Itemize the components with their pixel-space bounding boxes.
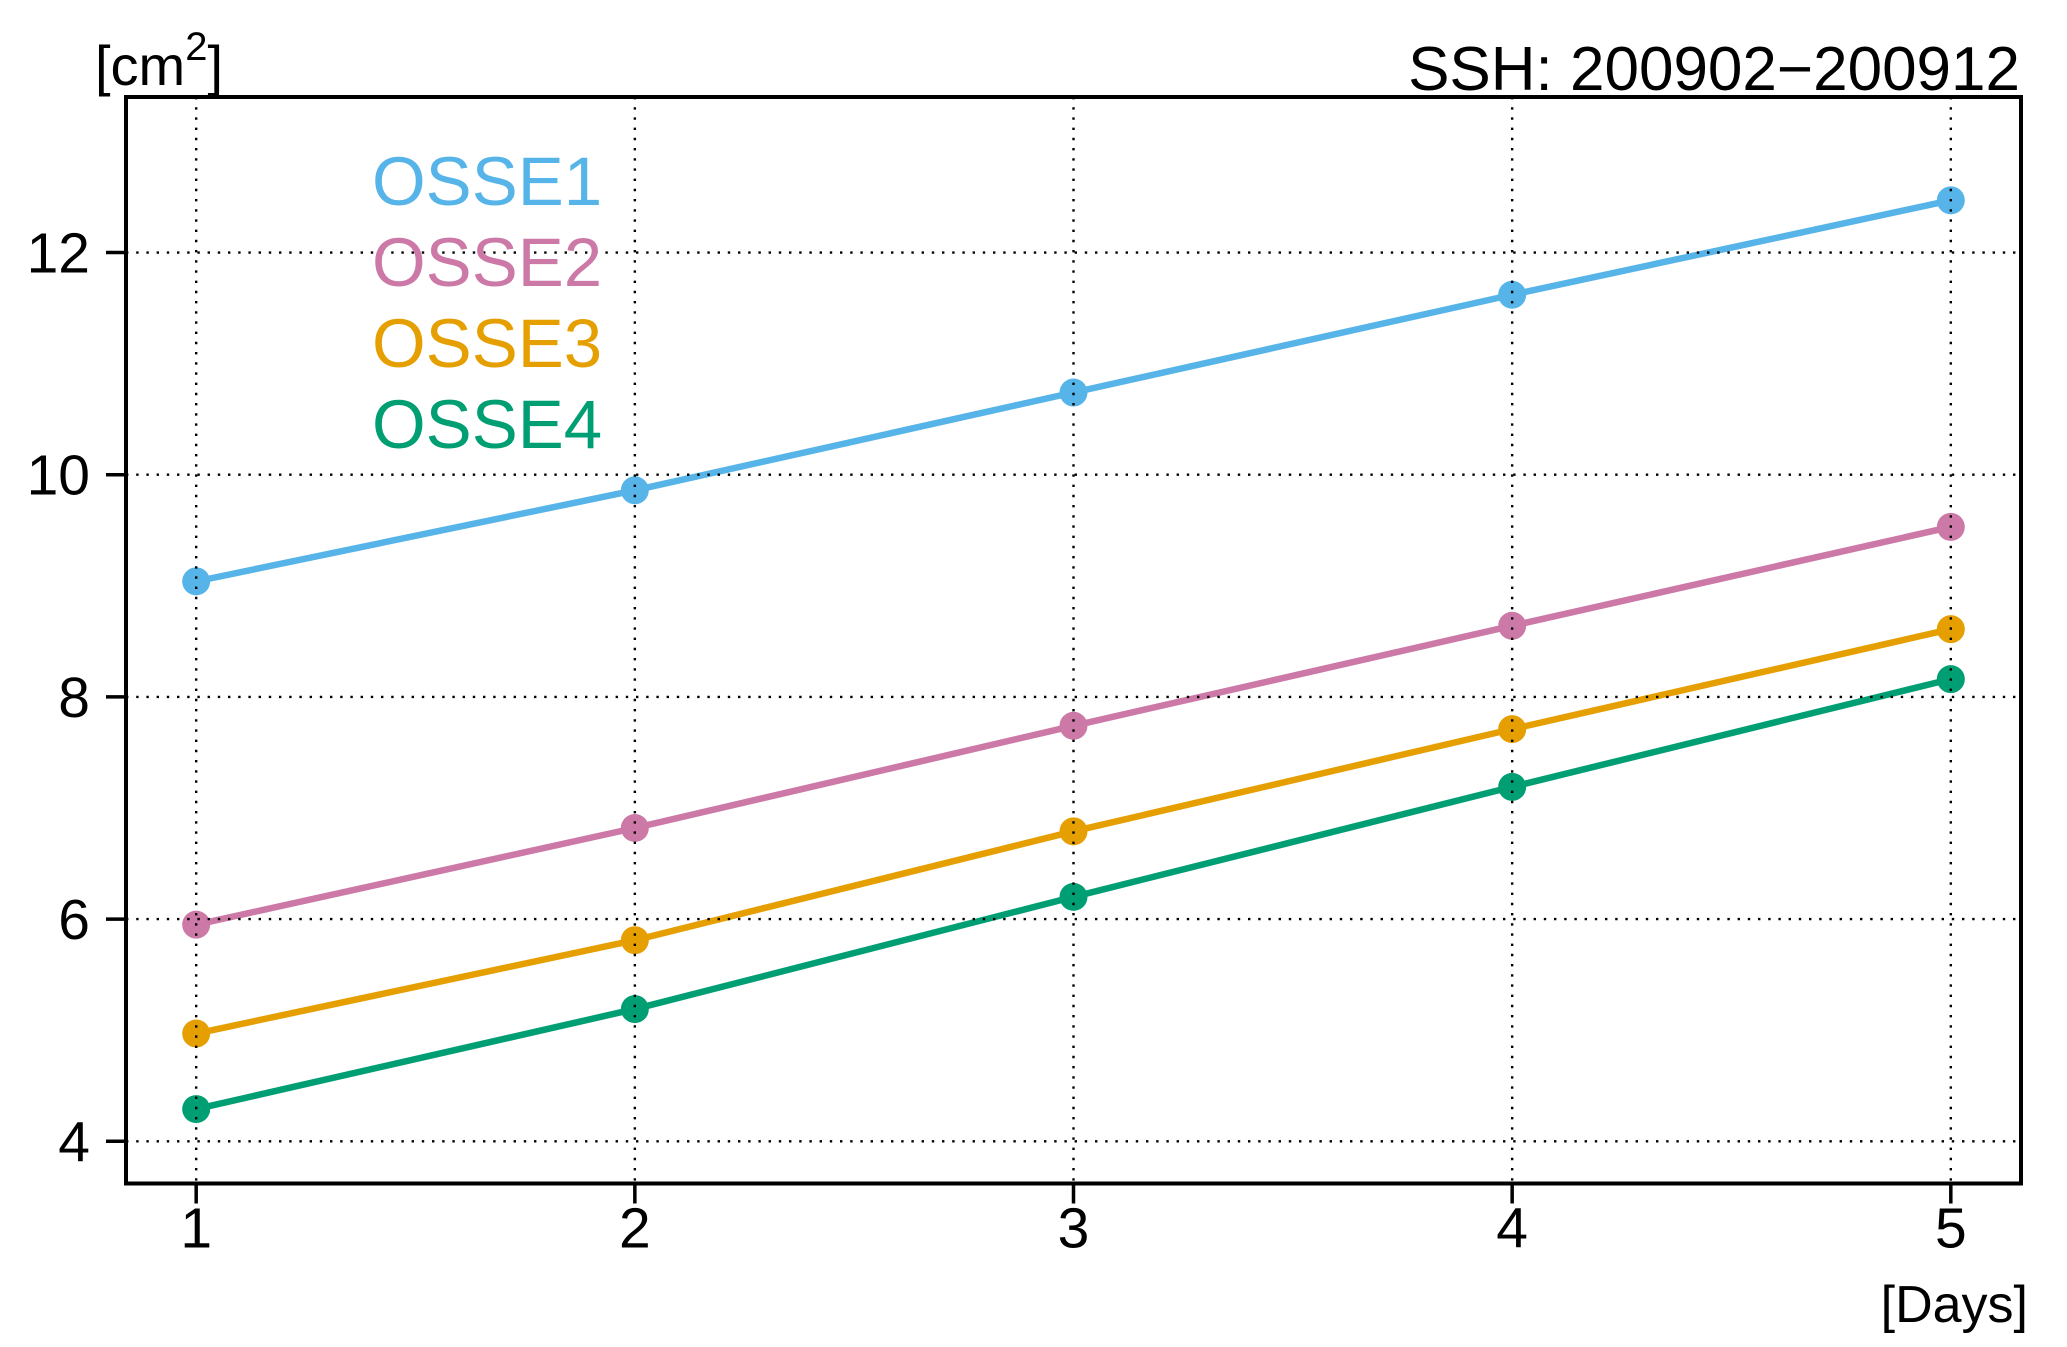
data-point-OSSE3-day4 <box>1498 715 1527 744</box>
y-tick-label-12: 12 <box>27 222 90 286</box>
data-point-OSSE1-day3 <box>1059 378 1088 407</box>
data-point-OSSE2-day4 <box>1498 611 1527 640</box>
x-tick-label-1: 1 <box>180 1197 212 1261</box>
data-point-OSSE4-day3 <box>1059 882 1088 911</box>
y-tick-label-8: 8 <box>58 666 90 730</box>
y-tick-label-6: 6 <box>58 888 90 952</box>
data-point-OSSE1-day4 <box>1498 280 1527 309</box>
chart-title: SSH: 200902−200912 <box>1408 35 2020 104</box>
y-unit-suffix: ] <box>207 34 223 97</box>
axis-ticks-layer <box>106 250 1953 1204</box>
y-tick-label-10: 10 <box>27 444 90 508</box>
x-tick-label-5: 5 <box>1935 1197 1967 1261</box>
data-point-OSSE4-day4 <box>1498 772 1527 801</box>
y-axis-unit-label: [cm2] <box>95 25 223 97</box>
y-unit-superscript: 2 <box>185 25 207 69</box>
data-point-OSSE4-day2 <box>620 995 649 1024</box>
data-point-OSSE3-day3 <box>1059 817 1088 846</box>
x-axis-unit-label: [Days] <box>1881 1276 2028 1334</box>
data-point-OSSE2-day3 <box>1059 711 1088 740</box>
legend-label-OSSE1: OSSE1 <box>372 143 602 220</box>
data-point-OSSE1-day2 <box>620 476 649 505</box>
y-unit-prefix: [cm <box>95 34 185 97</box>
legend-label-OSSE2: OSSE2 <box>372 224 602 301</box>
x-tick-label-3: 3 <box>1058 1197 1090 1261</box>
data-point-OSSE2-day2 <box>620 813 649 842</box>
data-series-layer <box>182 186 1965 1124</box>
y-tick-label-4: 4 <box>58 1110 90 1174</box>
legend-label-OSSE4: OSSE4 <box>372 386 602 463</box>
x-tick-label-4: 4 <box>1496 1197 1528 1261</box>
legend-label-OSSE3: OSSE3 <box>372 305 602 382</box>
x-tick-label-2: 2 <box>619 1197 651 1261</box>
data-point-OSSE3-day2 <box>620 926 649 955</box>
data-point-OSSE3-day1 <box>182 1019 211 1048</box>
data-point-OSSE1-day1 <box>182 567 211 596</box>
